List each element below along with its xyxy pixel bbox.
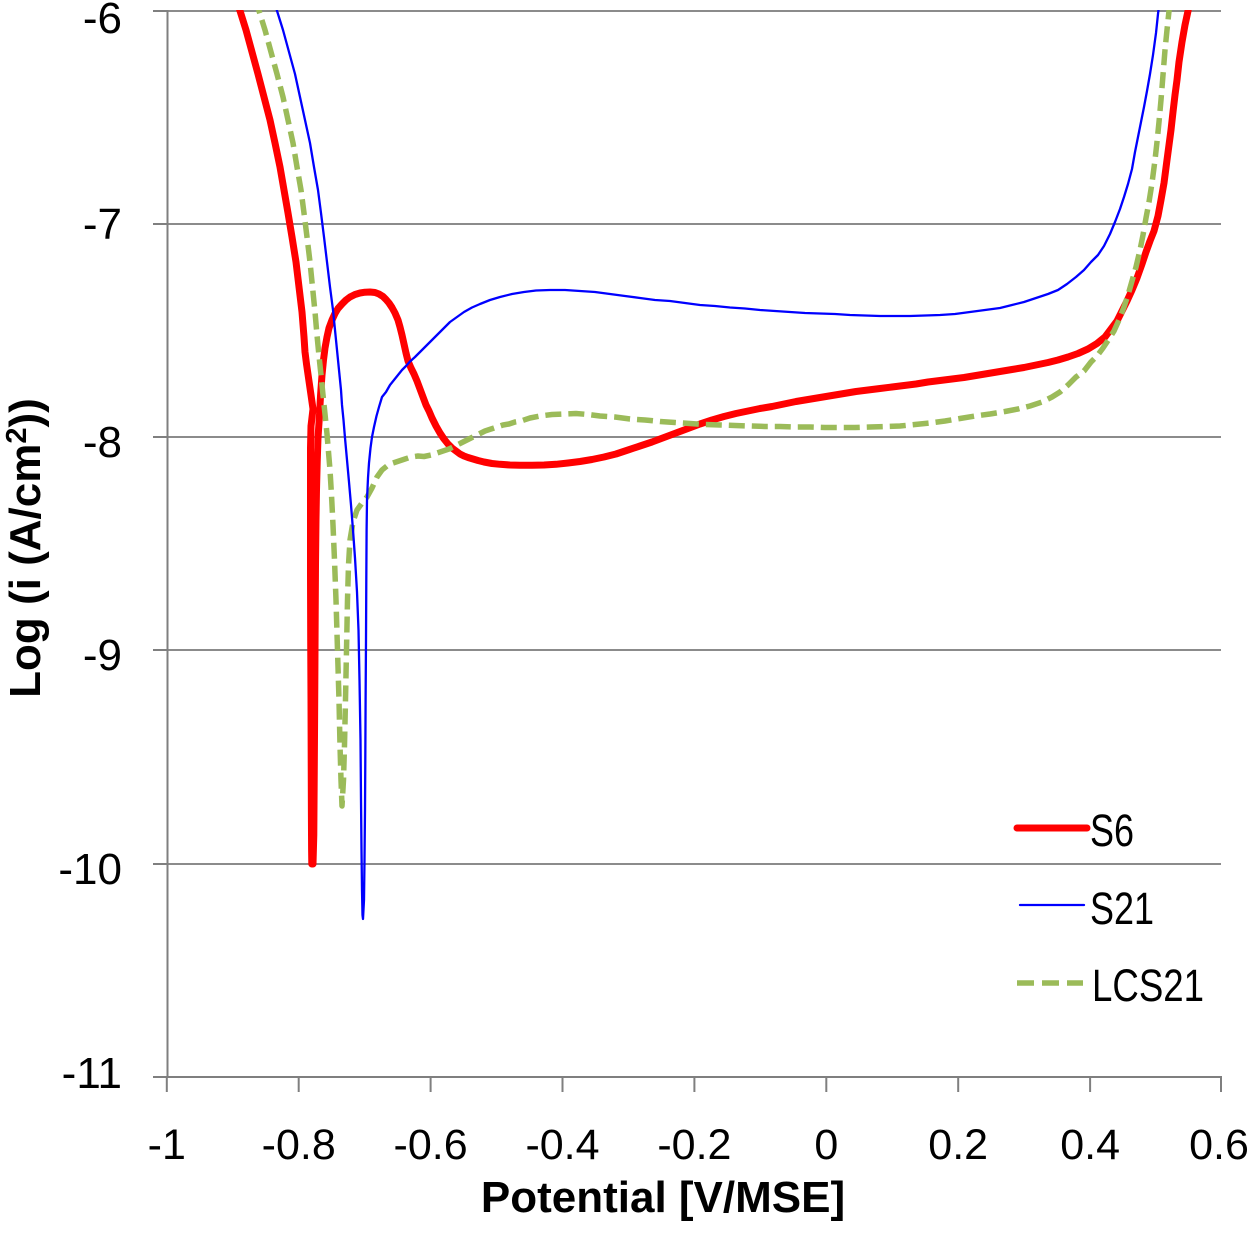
- svg-text:-6: -6: [83, 0, 122, 43]
- svg-text:Potential [V/MSE]: Potential [V/MSE]: [481, 1173, 845, 1222]
- svg-text:-0.6: -0.6: [394, 1121, 468, 1169]
- svg-text:S6: S6: [1090, 805, 1134, 856]
- svg-text:-1: -1: [148, 1121, 186, 1169]
- svg-text:-0.2: -0.2: [657, 1121, 731, 1169]
- svg-text:S21: S21: [1090, 883, 1154, 934]
- svg-text:-10: -10: [58, 845, 122, 894]
- svg-text:0: 0: [814, 1121, 838, 1169]
- svg-text:-7: -7: [83, 200, 122, 249]
- svg-text:-0.4: -0.4: [525, 1121, 599, 1169]
- svg-text:-0.8: -0.8: [262, 1121, 336, 1169]
- svg-text:-11: -11: [62, 1049, 122, 1098]
- svg-text:0.2: 0.2: [928, 1121, 988, 1169]
- svg-text:LCS21: LCS21: [1092, 960, 1204, 1011]
- svg-text:0.6: 0.6: [1189, 1121, 1249, 1169]
- svg-text:-8: -8: [83, 418, 122, 467]
- svg-text:0.4: 0.4: [1060, 1121, 1120, 1169]
- svg-text:Log (i (A/cm2)): Log (i (A/cm2)): [1, 398, 50, 698]
- svg-text:-9: -9: [83, 631, 122, 680]
